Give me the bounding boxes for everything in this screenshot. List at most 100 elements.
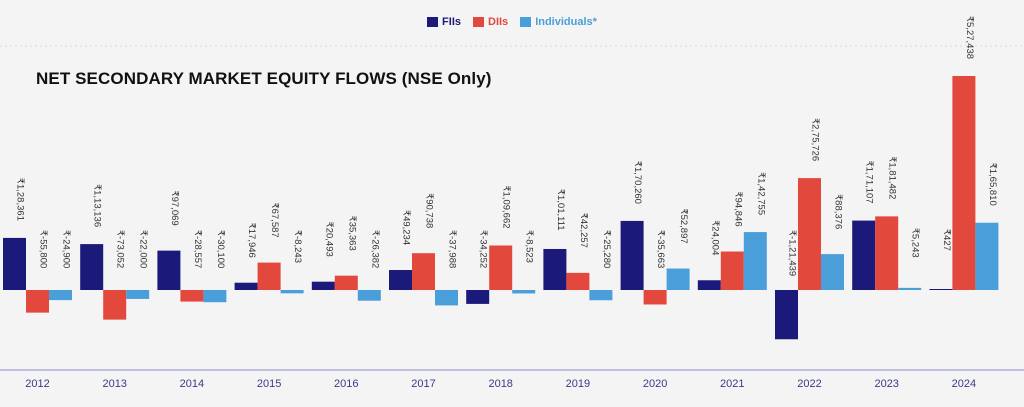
data-label: ₹24,004 <box>709 220 720 255</box>
bar-fiis-2014 <box>157 250 181 290</box>
legend-swatch <box>473 17 484 27</box>
data-label: ₹1,70,260 <box>632 161 643 204</box>
bar-fiis-2019 <box>543 248 567 290</box>
data-label: ₹1,81,482 <box>887 156 898 199</box>
x-tick-label: 2023 <box>874 378 898 390</box>
x-tick-label: 2013 <box>102 378 126 390</box>
bar-individuals-2022 <box>821 254 844 290</box>
data-label: ₹1,01,111 <box>555 189 566 231</box>
bar-individuals-2023 <box>898 287 922 290</box>
x-tick-label: 2017 <box>411 378 435 390</box>
bar-individuals-2019 <box>589 290 613 301</box>
bar-diis-2012 <box>26 290 49 313</box>
bar-individuals-2017 <box>435 290 458 306</box>
bar-fiis-2018 <box>466 290 490 304</box>
bar-individuals-2020 <box>666 268 690 290</box>
data-label: ₹-35,663 <box>655 230 666 268</box>
data-label: ₹-55,800 <box>38 230 49 268</box>
data-label: ₹94,846 <box>732 192 743 227</box>
x-tick-label: 2014 <box>180 378 204 390</box>
data-label: ₹-22,000 <box>138 230 149 268</box>
legend-item-2: Individuals* <box>520 16 597 28</box>
bar-diis-2022 <box>798 178 821 290</box>
data-label: ₹-73,052 <box>115 230 126 268</box>
bar-diis-2019 <box>566 272 590 290</box>
data-label: ₹1,71,107 <box>864 161 875 204</box>
bar-diis-2024 <box>952 76 976 290</box>
bar-fiis-2020 <box>620 220 644 290</box>
legend: FIIs DIIs Individuals* <box>0 16 1024 28</box>
bar-fiis-2022 <box>775 290 798 340</box>
x-tick-label: 2016 <box>334 378 358 390</box>
data-label: ₹90,738 <box>424 193 435 228</box>
bar-fiis-2013 <box>80 244 104 290</box>
x-tick-label: 2018 <box>488 378 512 390</box>
bar-fiis-2012 <box>3 237 26 290</box>
bar-individuals-2021 <box>743 232 767 290</box>
x-tick-label: 2024 <box>952 378 976 390</box>
data-label: ₹427 <box>941 229 952 251</box>
data-label: ₹-8,523 <box>524 230 535 263</box>
data-label: ₹35,363 <box>346 216 357 251</box>
data-label: ₹-8,243 <box>292 230 303 263</box>
data-label: ₹97,069 <box>169 191 180 226</box>
data-label: ₹1,13,136 <box>92 184 103 227</box>
data-label: ₹1,09,662 <box>501 186 512 229</box>
legend-swatch <box>427 17 439 27</box>
data-label: ₹1,65,810 <box>987 163 998 206</box>
x-tick-label: 2015 <box>257 378 281 390</box>
bar-diis-2020 <box>643 290 667 305</box>
chart-title: NET SECONDARY MARKET EQUITY FLOWS (NSE O… <box>36 69 492 88</box>
data-label: ₹88,376 <box>833 194 844 229</box>
bar-diis-2021 <box>720 251 744 290</box>
data-label: ₹52,897 <box>678 209 689 244</box>
data-label: ₹2,75,726 <box>810 118 821 161</box>
legend-swatch <box>520 17 532 27</box>
legend-item-1: DIIs <box>473 16 508 28</box>
bar-individuals-2012 <box>49 290 72 301</box>
data-label: ₹-25,280 <box>601 230 612 268</box>
bar-individuals-2015 <box>280 290 304 294</box>
data-label: ₹-28,557 <box>192 230 203 268</box>
data-label: ₹1,42,755 <box>755 172 766 215</box>
bar-diis-2018 <box>489 245 513 290</box>
x-tick-label: 2012 <box>25 378 49 390</box>
bar-individuals-2018 <box>512 290 536 294</box>
data-label: ₹49,234 <box>401 210 412 245</box>
data-label: ₹42,257 <box>578 213 589 248</box>
bar-fiis-2017 <box>389 270 412 290</box>
x-tick-label: 2021 <box>720 378 744 390</box>
data-label: ₹-34,252 <box>478 230 489 268</box>
x-tick-label: 2022 <box>797 378 821 390</box>
data-label: ₹5,27,438 <box>964 16 975 59</box>
bar-fiis-2024 <box>929 289 953 290</box>
data-label: ₹-37,988 <box>447 230 458 268</box>
bar-diis-2015 <box>257 262 281 290</box>
bar-diis-2017 <box>412 253 435 290</box>
data-label: ₹-1,21,439 <box>787 230 798 276</box>
data-label: ₹5,243 <box>910 228 921 258</box>
bar-fiis-2016 <box>311 281 335 290</box>
bar-fiis-2021 <box>697 280 721 290</box>
bar-diis-2014 <box>180 290 204 302</box>
data-label: ₹1,28,361 <box>15 178 26 221</box>
legend-label: FIIs <box>442 16 461 28</box>
legend-item-0: FIIs <box>427 16 461 28</box>
x-tick-label: 2019 <box>566 378 590 390</box>
bar-diis-2013 <box>103 290 127 320</box>
bar-individuals-2016 <box>357 290 381 301</box>
legend-label: Individuals* <box>535 16 597 28</box>
data-label: ₹20,493 <box>323 222 334 257</box>
data-label: ₹-26,382 <box>369 230 380 268</box>
bar-diis-2023 <box>875 216 899 290</box>
bar-individuals-2013 <box>126 290 150 299</box>
bar-individuals-2014 <box>203 290 227 303</box>
bar-fiis-2015 <box>234 282 258 290</box>
bar-fiis-2023 <box>852 220 876 290</box>
data-label: ₹-24,900 <box>61 230 72 268</box>
x-tick-label: 2020 <box>643 378 667 390</box>
bar-diis-2016 <box>334 275 358 290</box>
legend-label: DIIs <box>488 16 509 28</box>
data-label: ₹67,587 <box>269 203 280 238</box>
